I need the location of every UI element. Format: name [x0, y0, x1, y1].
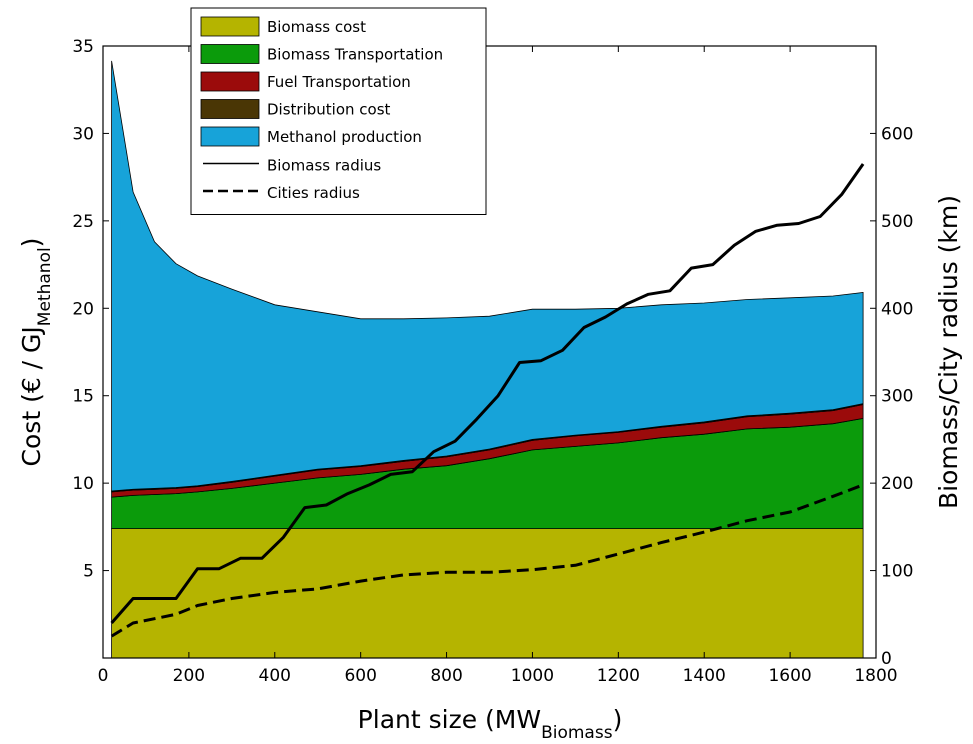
y-tick-label: 30: [72, 124, 94, 144]
y2-tick-label: 300: [881, 387, 913, 407]
line-cities-radius: [110, 483, 864, 638]
x-tick-label: 1200: [597, 666, 640, 686]
x-tick-label: 1800: [854, 666, 897, 686]
legend-label-distribution-cost: Distribution cost: [267, 101, 391, 119]
area-methanol-production: [111, 60, 864, 492]
y-tick-label: 10: [72, 474, 94, 494]
y-tick-label: 20: [72, 299, 94, 319]
x-tick-label: 1400: [683, 666, 726, 686]
y2-ticks: 0 100 200 300 400 500 600: [870, 124, 913, 669]
legend-label-cities-radius: Cities radius: [267, 184, 360, 202]
y2-tick-label: 500: [881, 212, 913, 232]
legend-label-biomass-transportation: Biomass Transportation: [267, 46, 443, 64]
legend-label-biomass-cost: Biomass cost: [267, 18, 366, 36]
legend-swatch-methanol-production: [200, 126, 260, 147]
y-axis-label: Cost (€ / GJMethanol): [17, 238, 55, 467]
radius-lines: [110, 163, 865, 638]
y2-tick-label: 200: [881, 474, 913, 494]
y2-tick-label: 0: [881, 649, 892, 669]
y2-axis-label: Biomass/City radius (km): [934, 195, 963, 509]
x-tick-label: 0: [98, 666, 109, 686]
legend: Biomass cost Biomass Transportation Fuel T…: [190, 7, 487, 215]
y2-tick-label: 400: [881, 299, 913, 319]
legend-swatch-distribution-cost: [200, 99, 260, 119]
x-tick-label: 1000: [511, 666, 554, 686]
y2-tick-label: 100: [881, 562, 913, 582]
legend-label-fuel-transportation: Fuel Transportation: [267, 73, 411, 91]
y-tick-label: 15: [72, 387, 94, 407]
y-ticks: 5 10 15 20 25 30 35: [72, 37, 109, 582]
legend-swatch-biomass-transportation: [200, 44, 260, 64]
legend-swatch-fuel-transportation: [200, 71, 260, 92]
x-tick-label: 1600: [768, 666, 811, 686]
area-biomass-cost: [111, 528, 864, 659]
legend-label-biomass-radius: Biomass radius: [267, 157, 381, 175]
x-tick-label: 400: [259, 666, 291, 686]
plot-frame: [102, 45, 877, 659]
x-axis-label: Plant size (MWBiomass): [358, 705, 623, 743]
y-tick-label: 25: [72, 212, 94, 232]
y-tick-label: 5: [83, 562, 94, 582]
y-tick-label: 35: [72, 37, 94, 57]
x-tick-label: 800: [430, 666, 462, 686]
x-ticks: 0 200 400 600 800 1000 1200 1400 1600 1800: [98, 46, 898, 686]
x-tick-label: 600: [344, 666, 376, 686]
y2-tick-label: 600: [881, 124, 913, 144]
stacked-areas: [111, 60, 864, 659]
legend-label-methanol-production: Methanol production: [267, 128, 422, 146]
line-biomass-radius: [110, 163, 865, 624]
x-tick-label: 200: [173, 666, 205, 686]
legend-swatch-biomass-cost: [200, 16, 260, 37]
